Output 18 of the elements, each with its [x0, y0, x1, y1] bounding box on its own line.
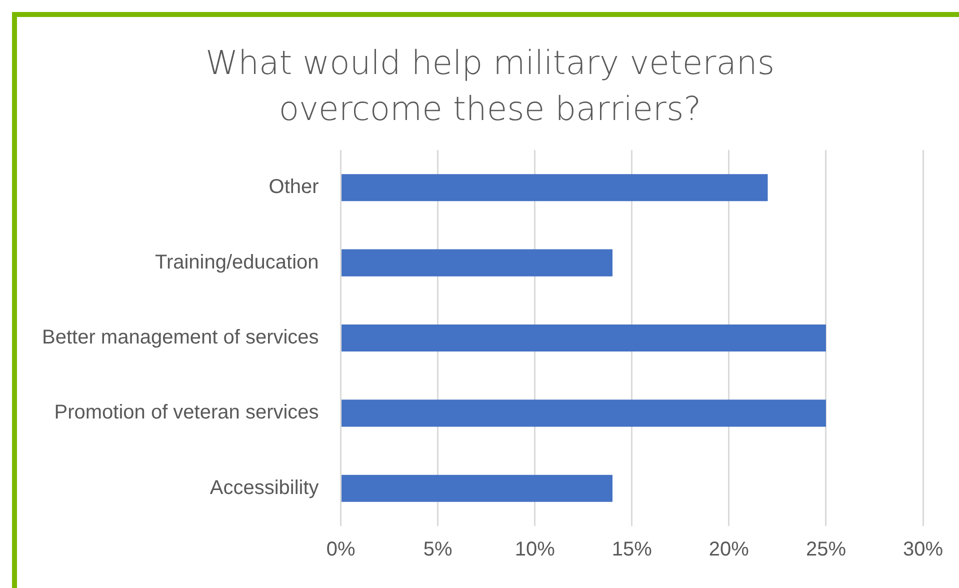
- y-tick-label: Accessibility: [210, 476, 319, 499]
- bar: [342, 474, 612, 502]
- bar: [342, 174, 768, 202]
- y-tick-label: Better management of services: [42, 326, 319, 349]
- x-tick-label: 5%: [423, 538, 452, 561]
- x-tick-label: 10%: [514, 538, 556, 561]
- y-tick-label: Training/education: [154, 251, 319, 274]
- bar: [342, 324, 826, 352]
- x-tick-label: 25%: [806, 538, 846, 561]
- bar: [342, 400, 826, 427]
- bar: [342, 249, 612, 276]
- x-tick-label: 15%: [612, 538, 652, 561]
- y-tick-label: Promotion of veteran services: [54, 402, 319, 424]
- x-tick-label: 20%: [708, 538, 750, 561]
- x-tick-label: 0%: [326, 538, 356, 561]
- chart-title: What would help military veterans overcome these barriers?: [204, 42, 776, 130]
- x-tick-label: 30%: [902, 538, 944, 561]
- y-tick-label: Other: [268, 176, 320, 198]
